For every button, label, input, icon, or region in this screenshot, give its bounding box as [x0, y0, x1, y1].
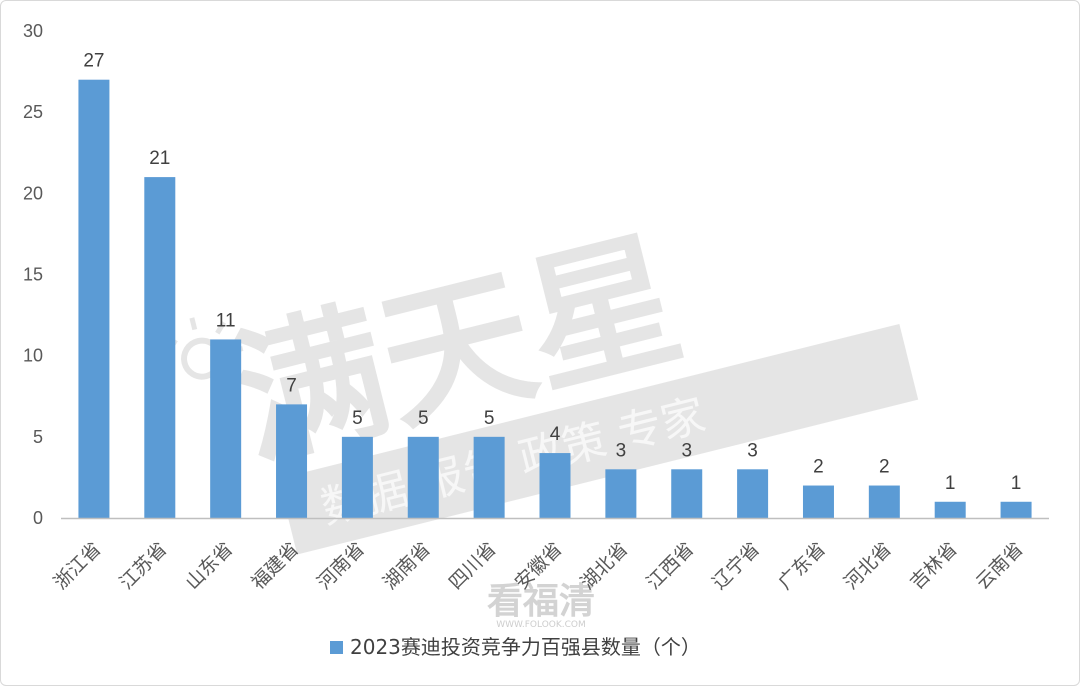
x-tick-label: 浙江省 [50, 538, 106, 594]
x-tick-label: 江西省 [642, 538, 698, 594]
data-label: 7 [286, 375, 297, 396]
watermark-url-text: WWW.FOLOOK.COM [496, 620, 586, 630]
bar [473, 436, 505, 518]
bar [539, 453, 571, 518]
data-label: 1 [1011, 473, 1022, 494]
data-label: 4 [550, 424, 561, 445]
y-tick-label: 0 [33, 508, 43, 528]
x-tick-label: 湖北省 [577, 538, 633, 594]
y-tick-label: 10 [23, 346, 43, 366]
x-tick-label: 河北省 [840, 538, 896, 594]
bar [144, 177, 176, 518]
bar [1000, 501, 1032, 518]
data-label: 2 [813, 457, 824, 478]
bar [276, 404, 308, 518]
legend-label: 2023赛迪投资竞争力百强县数量（个） [350, 635, 701, 659]
y-tick-label: 5 [33, 427, 43, 447]
watermark-bottom-text: 看福清 [487, 581, 595, 622]
x-tick-label: 吉林省 [906, 538, 962, 594]
bar [210, 339, 242, 518]
bar [868, 485, 900, 518]
data-label: 5 [352, 408, 363, 429]
bar [934, 501, 966, 518]
x-tick-label: 云南省 [972, 538, 1028, 594]
data-label: 21 [149, 148, 170, 169]
x-tick-label: 江苏省 [115, 538, 171, 594]
bar [605, 469, 637, 518]
x-tick-label: 湖南省 [379, 538, 435, 594]
data-label: 3 [616, 440, 627, 461]
data-label: 3 [681, 440, 692, 461]
bar [341, 436, 373, 518]
bar [671, 469, 703, 518]
data-label: 1 [945, 473, 956, 494]
y-tick-label: 25 [23, 102, 43, 122]
bar [737, 469, 769, 518]
data-label: 5 [418, 408, 429, 429]
y-tick-label: 15 [23, 265, 43, 285]
bar [78, 79, 110, 518]
y-axis: 0 5 10 15 20 25 30 [23, 21, 43, 528]
x-tick-label: 广东省 [774, 538, 830, 594]
data-label: 3 [747, 440, 758, 461]
data-label: 2 [879, 457, 890, 478]
legend: 2023赛迪投资竞争力百强县数量（个） [330, 635, 701, 659]
x-tick-label: 辽宁省 [708, 538, 764, 594]
y-tick-label: 30 [23, 21, 43, 41]
x-tick-label: 山东省 [181, 538, 237, 594]
bars-group [78, 79, 1032, 518]
data-label: 5 [484, 408, 495, 429]
bar [802, 485, 834, 518]
data-label: 11 [216, 310, 236, 331]
data-label: 27 [83, 51, 104, 72]
y-tick-label: 20 [23, 183, 43, 203]
x-tick-label: 福建省 [247, 538, 303, 594]
bar [407, 436, 439, 518]
legend-swatch [330, 641, 343, 654]
